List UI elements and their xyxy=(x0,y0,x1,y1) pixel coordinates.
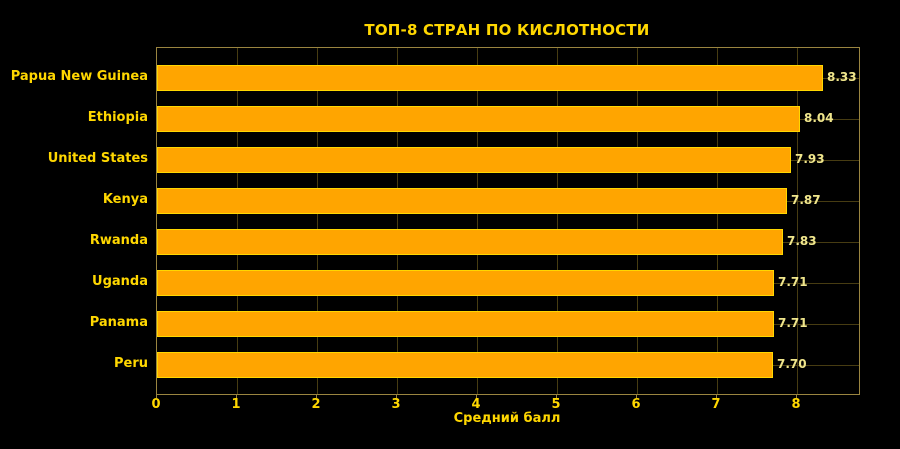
bar-value-label: 7.71 xyxy=(778,275,808,289)
category-label: United States xyxy=(47,151,148,166)
vertical-gridline xyxy=(317,48,318,394)
x-tick-mark xyxy=(476,394,477,398)
x-tick-label: 8 xyxy=(791,397,801,412)
x-tick-label: 6 xyxy=(631,397,641,412)
x-tick-mark xyxy=(156,394,157,398)
vertical-gridline xyxy=(237,48,238,394)
vertical-gridline xyxy=(477,48,478,394)
x-tick-label: 2 xyxy=(311,397,321,412)
bar-value-label: 7.71 xyxy=(778,316,808,330)
x-axis-label: Средний балл xyxy=(453,411,561,426)
bar xyxy=(157,65,823,91)
x-tick-mark xyxy=(316,394,317,398)
category-label: Rwanda xyxy=(89,233,148,248)
chart-title: ТОП-8 СТРАН ПО КИСЛОТНОСТИ xyxy=(364,21,650,39)
bar-value-label: 8.04 xyxy=(804,111,834,125)
x-tick-mark xyxy=(556,394,557,398)
category-label: Ethiopia xyxy=(87,110,148,125)
x-tick-mark xyxy=(716,394,717,398)
category-label: Uganda xyxy=(92,274,148,289)
x-tick-label: 1 xyxy=(231,397,241,412)
category-label: Kenya xyxy=(102,192,148,207)
bar xyxy=(157,352,773,378)
vertical-gridline xyxy=(557,48,558,394)
x-tick-label: 3 xyxy=(391,397,401,412)
category-label: Papua New Guinea xyxy=(10,69,148,84)
category-label: Panama xyxy=(89,315,148,330)
bar xyxy=(157,311,774,337)
x-tick-mark xyxy=(796,394,797,398)
bar-value-label: 7.83 xyxy=(787,234,817,248)
bar xyxy=(157,106,800,132)
bar xyxy=(157,188,787,214)
vertical-gridline xyxy=(717,48,718,394)
vertical-gridline xyxy=(397,48,398,394)
plot-area: 8.33 8.04 7.93 7.87 7.83 7.71 7.71 7.70 xyxy=(156,47,860,395)
x-tick-label: 7 xyxy=(711,397,721,412)
x-tick-mark xyxy=(636,394,637,398)
bar xyxy=(157,229,783,255)
x-tick-label: 5 xyxy=(551,397,561,412)
x-tick-label: 0 xyxy=(151,397,161,412)
vertical-gridline xyxy=(637,48,638,394)
bar xyxy=(157,270,774,296)
x-tick-label: 4 xyxy=(471,397,481,412)
vertical-gridline xyxy=(797,48,798,394)
bar-value-label: 7.87 xyxy=(791,193,821,207)
bar xyxy=(157,147,791,173)
bar-value-label: 7.93 xyxy=(795,152,825,166)
x-tick-mark xyxy=(396,394,397,398)
bar-value-label: 7.70 xyxy=(777,357,807,371)
category-label: Peru xyxy=(113,356,148,371)
bar-value-label: 8.33 xyxy=(827,70,857,84)
x-tick-mark xyxy=(236,394,237,398)
